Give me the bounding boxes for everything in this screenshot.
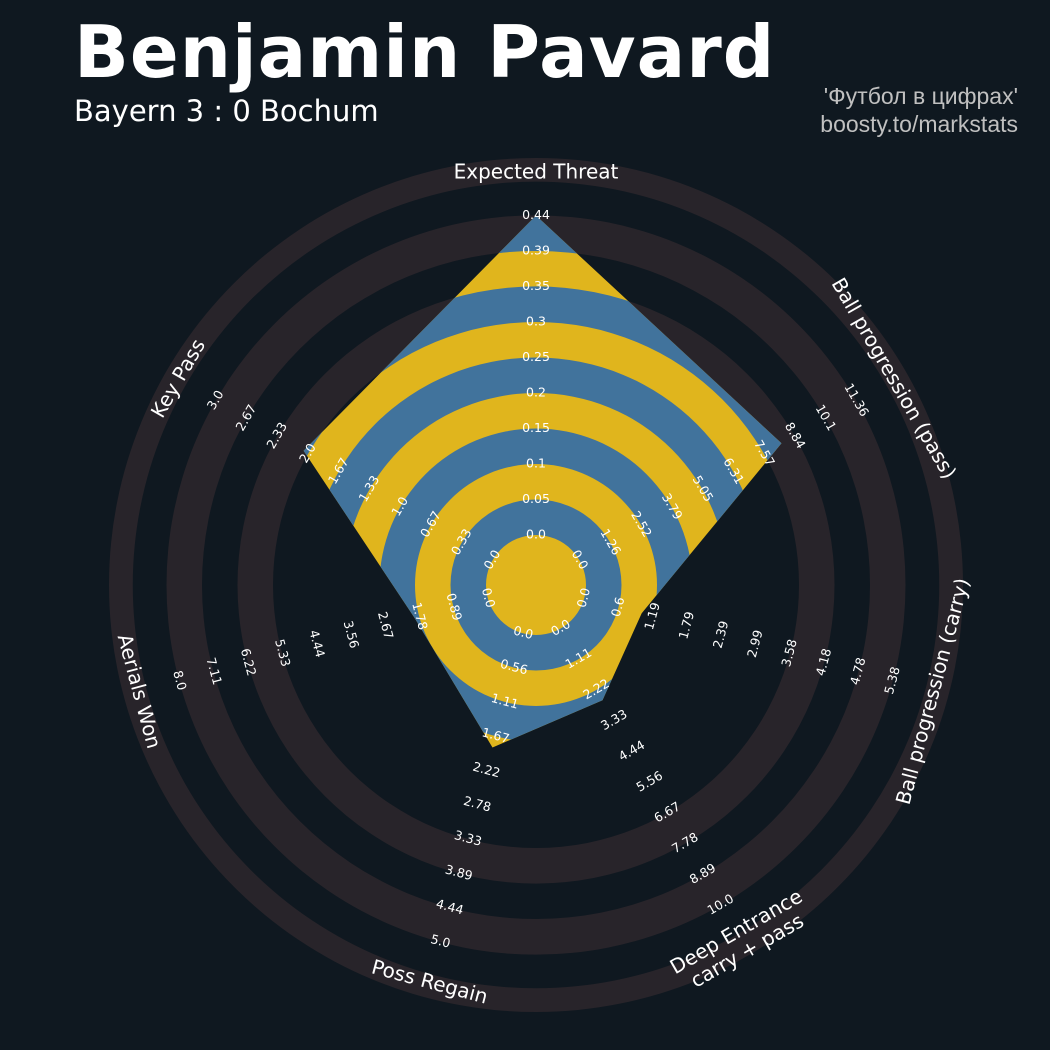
tick-label: 4.78 [847,656,869,687]
credit-line-2: boosty.to/markstats [820,111,1018,137]
tick-label: 1.78 [409,601,431,632]
tick-label: 7.11 [204,656,226,687]
tick-label: 0.0 [574,586,594,609]
polygon-band-1 [450,499,622,671]
tick-label: 4.18 [812,647,834,678]
player-name-title: Benjamin Pavard [74,10,776,94]
tick-label: 0.3 [526,314,546,329]
radar-tick-labels: 0.0 0.05 0.1 0.15 0.2 0.25 0.3 0.35 0.39 0.44 0.0 1… [170,207,903,951]
tick-label: 5.33 [272,637,294,668]
tick-label: 3.58 [778,637,800,668]
tick-label: 2.39 [710,619,732,650]
radar-polygon [303,215,782,748]
tick-label: 2.22 [471,759,502,781]
tick-label: 0.0 [512,623,535,643]
tick-label: 0.1 [526,456,546,471]
param-label: Aerials Won [113,631,167,751]
tick-label: 0.56 [499,656,530,678]
tick-label: 1.19 [641,601,663,632]
tick-label: 0.2 [526,385,546,400]
tick-label: 6.22 [238,647,260,678]
tick-label: 0.35 [522,278,550,293]
tick-label: 4.44 [434,896,465,918]
tick-label: 5.0 [429,931,452,951]
tick-label: 5.38 [881,665,903,696]
tick-label: 4.44 [616,737,648,764]
param-label: Key Pass [146,335,210,422]
tick-label: 2.78 [462,793,493,815]
tick-label: 0.25 [522,349,550,364]
tick-label: 0.89 [444,591,466,622]
tick-label: 1.79 [675,610,697,641]
tick-label: 2.99 [744,628,766,659]
tick-label: 0.0 [526,527,546,542]
credit-line-1: 'Футбол в цифрах' [823,83,1018,109]
tick-label: 0.05 [522,491,550,506]
tick-label: 3.89 [444,861,475,883]
tick-label: 0.44 [522,207,550,222]
tick-label: 0.15 [522,420,550,435]
tick-label: 0.39 [522,243,550,258]
tick-label: 8.0 [170,669,190,692]
tick-label: 5.56 [633,768,665,795]
tick-label: 3.33 [598,706,630,733]
tick-label: 0.0 [479,586,499,609]
tick-label: 3.33 [453,827,484,849]
param-label: Poss Regain [369,955,490,1009]
tick-label: 2.67 [375,610,397,641]
tick-label: 1.11 [490,690,521,712]
match-subtitle: Bayern 3 : 0 Bochum [74,94,379,128]
param-label: Expected Threat [454,160,619,184]
tick-label: 0.6 [608,595,628,618]
tick-label: 4.44 [306,628,328,659]
tick-label: 1.67 [480,724,511,746]
tick-label: 3.56 [341,619,363,650]
